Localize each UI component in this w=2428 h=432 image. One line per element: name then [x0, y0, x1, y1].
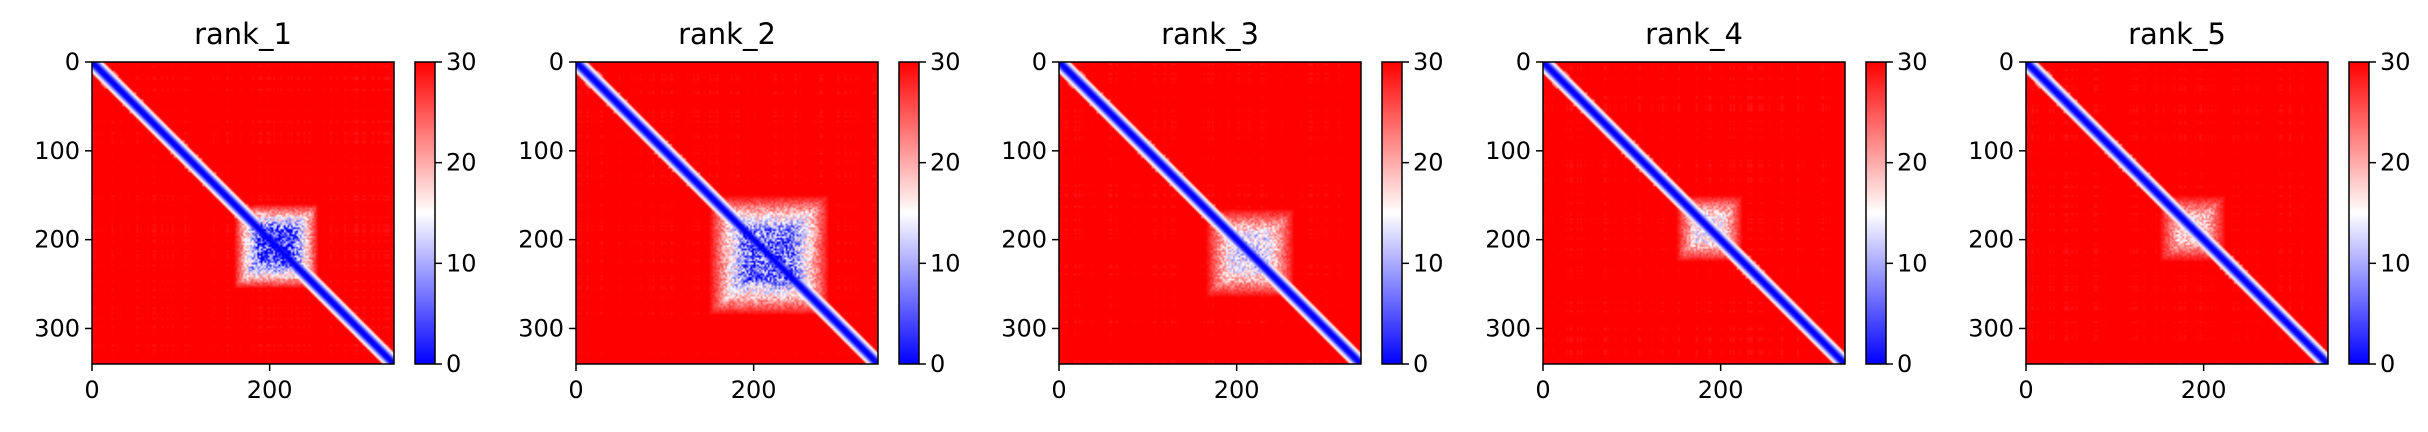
- colorbar-tick-label: 20: [1413, 149, 1444, 177]
- panel-1: rank_1 0 200 0 100 200 300 0 10 20 30: [34, 17, 476, 404]
- colorbar: [1381, 61, 1403, 365]
- y-tick-label: 100: [34, 137, 80, 165]
- x-tick-label: 0: [568, 376, 583, 404]
- x-tick-label: 0: [2018, 376, 2033, 404]
- x-tick-label: 200: [731, 376, 777, 404]
- y-tick-label: 300: [1001, 314, 1047, 342]
- y-tick-label: 200: [34, 226, 80, 254]
- y-tick-label: 0: [65, 48, 80, 76]
- y-tick-label: 100: [1968, 137, 2014, 165]
- plot-frame: [91, 61, 395, 365]
- heatmap-image: [2026, 62, 2328, 364]
- y-tick-label: 100: [1485, 137, 1531, 165]
- x-tick-label: 200: [1214, 376, 1260, 404]
- panel-title: rank_1: [194, 17, 292, 51]
- y-tick-label: 200: [1968, 226, 2014, 254]
- x-tick-label: 200: [2181, 376, 2227, 404]
- colorbar-tick-label: 30: [1897, 48, 1928, 76]
- colorbar-tick-label: 0: [1897, 350, 1912, 378]
- colorbar-tick-label: 0: [930, 350, 945, 378]
- colorbar-tick-label: 30: [2380, 48, 2411, 76]
- panel-title: rank_2: [678, 17, 776, 51]
- y-tick-label: 300: [518, 314, 564, 342]
- y-tick-label: 100: [518, 137, 564, 165]
- y-tick-label: 100: [1001, 137, 1047, 165]
- y-tick-label: 0: [1032, 48, 1047, 76]
- plot-frame: [1542, 61, 1846, 365]
- panel-4: rank_4 0 200 0 100 200 300 0 10 20 30: [1485, 17, 1927, 404]
- y-tick-label: 200: [1001, 226, 1047, 254]
- heatmap-image: [576, 62, 878, 364]
- colorbar-tick-label: 0: [446, 350, 461, 378]
- x-tick-label: 0: [1051, 376, 1066, 404]
- x-tick-label: 0: [84, 376, 99, 404]
- y-tick-label: 200: [1485, 226, 1531, 254]
- colorbar-tick-label: 20: [930, 149, 961, 177]
- y-tick-label: 0: [1516, 48, 1531, 76]
- heatmap-image: [92, 62, 394, 364]
- y-tick-label: 300: [34, 314, 80, 342]
- panel-title: rank_3: [1161, 17, 1259, 51]
- colorbar-tick-label: 30: [930, 48, 961, 76]
- colorbar-tick-label: 30: [446, 48, 477, 76]
- x-tick-label: 200: [1698, 376, 1744, 404]
- colorbar-tick-label: 10: [446, 249, 477, 277]
- colorbar-tick-label: 10: [2380, 249, 2411, 277]
- plot-frame: [1058, 61, 1362, 365]
- colorbar-tick-label: 20: [1897, 149, 1928, 177]
- x-tick-label: 200: [247, 376, 293, 404]
- colorbar-tick-label: 10: [1413, 249, 1444, 277]
- colorbar-tick-label: 20: [2380, 149, 2411, 177]
- plot-frame: [575, 61, 879, 365]
- colorbar: [1865, 61, 1887, 365]
- colorbar-tick-label: 20: [446, 149, 477, 177]
- panel-2: rank_2 0 200 0 100 200 300 0 10 20 30: [518, 17, 960, 404]
- colorbar: [2348, 61, 2370, 365]
- y-tick-label: 0: [1999, 48, 2014, 76]
- panel-5: rank_5 0 200 0 100 200 300 0 10 20 30: [1968, 17, 2410, 404]
- plot-frame: [2025, 61, 2329, 365]
- y-tick-label: 0: [549, 48, 564, 76]
- colorbar-tick-label: 0: [2380, 350, 2395, 378]
- x-tick-label: 0: [1535, 376, 1550, 404]
- y-tick-label: 200: [518, 226, 564, 254]
- panel-title: rank_4: [1645, 17, 1743, 51]
- colorbar: [414, 61, 436, 365]
- colorbar-tick-label: 30: [1413, 48, 1444, 76]
- panel-3: rank_3 0 200 0 100 200 300 0 10 20 30: [1001, 17, 1443, 404]
- colorbar: [898, 61, 920, 365]
- y-tick-label: 300: [1485, 314, 1531, 342]
- colorbar-tick-label: 10: [930, 249, 961, 277]
- y-tick-label: 300: [1968, 314, 2014, 342]
- colorbar-tick-label: 0: [1413, 350, 1428, 378]
- panel-title: rank_5: [2128, 17, 2226, 51]
- heatmap-image: [1543, 62, 1845, 364]
- colorbar-tick-label: 10: [1897, 249, 1928, 277]
- heatmap-image: [1059, 62, 1361, 364]
